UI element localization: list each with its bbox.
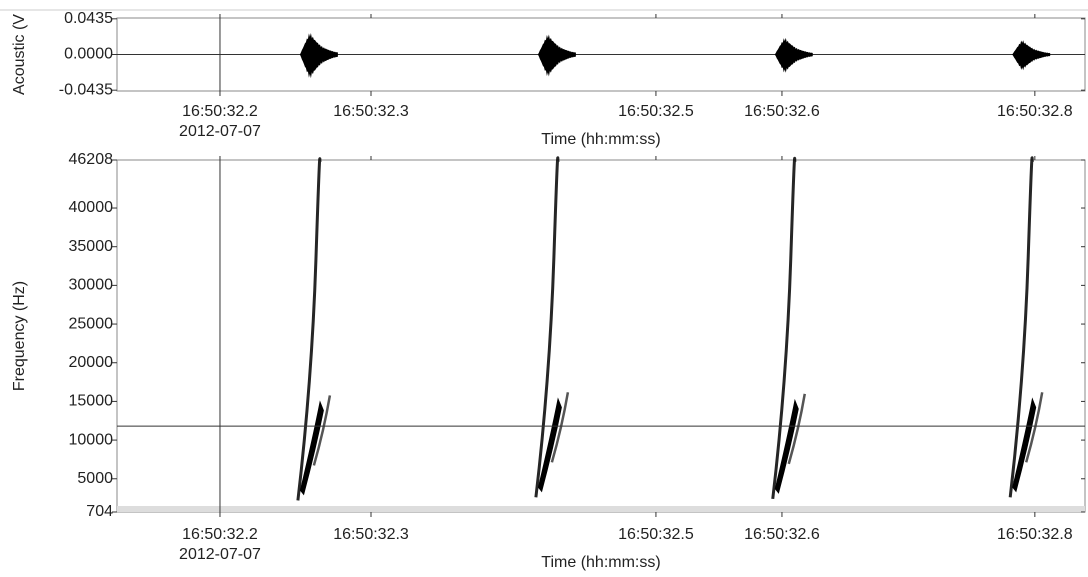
x-tick-label: 16:50:32.6 [744, 103, 820, 120]
streak-main [1008, 156, 1034, 498]
y-tick-label: 35000 [69, 238, 114, 255]
date-label: 2012-07-07 [179, 546, 261, 563]
y-tick-label: 0.0000 [64, 46, 113, 63]
y-tick-label: 25000 [69, 315, 114, 332]
y-tick-label: 10000 [69, 431, 114, 448]
x-axis-title: Time (hh:mm:ss) [541, 131, 660, 148]
call-burst [774, 37, 813, 73]
call-burst [537, 34, 576, 77]
call-streak [296, 157, 332, 501]
x-tick-label: 16:50:32.2 [182, 103, 258, 120]
y-tick-label: -0.0435 [59, 81, 113, 98]
streak-main [771, 156, 797, 500]
streak-harmonic [312, 395, 332, 466]
streak-harmonic [1024, 392, 1044, 463]
x-tick-label: 16:50:32.3 [333, 103, 409, 120]
streak-main [534, 156, 560, 498]
streak-lobe [1012, 397, 1037, 493]
x-tick-label: 16:50:32.5 [618, 103, 694, 120]
streak-lobe [537, 397, 562, 493]
call-streak [1008, 156, 1044, 498]
streak-lobe [774, 398, 799, 494]
call-streak [771, 156, 806, 500]
call-streak [534, 156, 570, 498]
y-tick-label: 40000 [69, 199, 114, 216]
streak-lobe [299, 400, 324, 496]
y-axis-title: Acoustic (V [11, 14, 28, 95]
y-tick-label: 0.0435 [64, 10, 113, 27]
x-tick-label: 16:50:32.8 [997, 103, 1073, 120]
y-tick-label: 30000 [69, 277, 114, 294]
y-tick-label: 46208 [69, 151, 114, 168]
x-tick-label: 16:50:32.5 [618, 526, 694, 543]
call-burst [1012, 40, 1051, 71]
y-tick-label: 704 [86, 503, 113, 520]
streak-main [296, 157, 322, 501]
x-tick-label: 16:50:32.8 [997, 526, 1073, 543]
y-tick-label: 20000 [69, 354, 114, 371]
noise-band [117, 506, 1085, 512]
streak-harmonic [787, 393, 806, 465]
date-label: 2012-07-07 [179, 123, 261, 140]
y-axis-title: Frequency (Hz) [11, 281, 28, 391]
y-tick-label: 15000 [69, 393, 114, 410]
x-axis-title: Time (hh:mm:ss) [541, 554, 660, 571]
plot-frame [116, 159, 1086, 513]
x-tick-label: 16:50:32.2 [182, 526, 258, 543]
x-tick-label: 16:50:32.6 [744, 526, 820, 543]
call-burst [299, 32, 338, 79]
x-tick-label: 16:50:32.3 [333, 526, 409, 543]
y-tick-label: 5000 [77, 470, 113, 487]
streak-harmonic [550, 392, 570, 463]
